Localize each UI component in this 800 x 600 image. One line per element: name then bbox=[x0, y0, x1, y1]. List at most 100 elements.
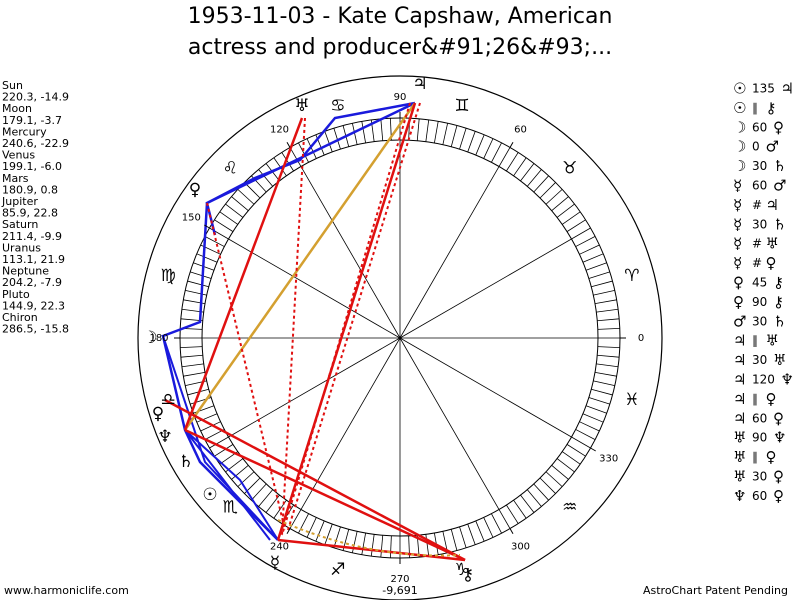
degree-tick bbox=[286, 142, 291, 148]
hatch bbox=[209, 227, 229, 240]
aspect-planet-a: ☽ bbox=[733, 138, 746, 156]
aspect-type: ∥ bbox=[752, 450, 758, 464]
degree-label: 240 bbox=[270, 542, 289, 553]
aspect-type: 90 bbox=[752, 295, 767, 309]
hatch bbox=[370, 534, 375, 557]
hatch bbox=[579, 421, 600, 432]
degree-label: 150 bbox=[182, 213, 201, 224]
hatch bbox=[561, 451, 581, 465]
hatch bbox=[520, 163, 535, 182]
title: 1953-11-03 - Kate Capshaw, American bbox=[188, 4, 613, 29]
aspect-planet-b: ♃ bbox=[766, 196, 779, 214]
aspect-planet-a: ♆ bbox=[733, 487, 746, 505]
hatch bbox=[333, 128, 341, 150]
spoke bbox=[228, 238, 401, 339]
aspect-type: # bbox=[752, 198, 762, 212]
planet-name: Jupiter bbox=[1, 195, 38, 208]
planet-glyph: ♀ bbox=[152, 404, 164, 424]
zodiac-sign: ♈ bbox=[624, 266, 639, 286]
planet-name: Mars bbox=[2, 172, 29, 185]
spoke bbox=[300, 166, 401, 339]
outer-circle bbox=[137, 75, 663, 600]
hatch bbox=[520, 494, 535, 513]
hatch bbox=[588, 397, 610, 405]
planet-coords: 180.9, 0.8 bbox=[2, 183, 58, 196]
degree-tick bbox=[509, 142, 514, 148]
aspect-planet-a: ☿ bbox=[733, 196, 742, 214]
spoke bbox=[399, 337, 572, 438]
aspect-planet-a: ♅ bbox=[733, 448, 746, 466]
planet-glyph: ⚷ bbox=[462, 565, 474, 585]
hatch bbox=[450, 529, 458, 551]
zodiac-sign: ♏ bbox=[223, 498, 238, 518]
aspect-planet-b: ♄ bbox=[773, 215, 786, 233]
aspect-planet-a: ☽ bbox=[733, 118, 746, 136]
aspect-planet-a: ♅ bbox=[733, 468, 746, 486]
aspect-planet-b: ♀ bbox=[773, 487, 784, 505]
hatch bbox=[498, 147, 511, 167]
hatch bbox=[539, 182, 556, 199]
zodiac-sign: ♑ bbox=[454, 560, 469, 580]
aspect-type: # bbox=[752, 237, 762, 251]
hatch bbox=[209, 436, 229, 449]
zodiac-sign: ♉ bbox=[562, 158, 577, 178]
aspect-planet-b: ♂ bbox=[766, 138, 779, 156]
aspect-planet-a: ☿ bbox=[733, 235, 742, 253]
hatch bbox=[214, 444, 234, 457]
aspect-planet-b: ♅ bbox=[773, 351, 786, 369]
planet-coords: 199.1, -6.0 bbox=[2, 160, 62, 173]
hatch bbox=[475, 134, 485, 156]
aspect-line bbox=[287, 102, 421, 531]
planet-coords: 211.4, -9.9 bbox=[2, 230, 62, 243]
planet-glyph: ♄ bbox=[178, 452, 193, 472]
hatch bbox=[204, 236, 225, 247]
hatch bbox=[594, 371, 617, 377]
footer-left: www.harmoniclife.com bbox=[4, 584, 129, 597]
degree-label: 90 bbox=[394, 92, 407, 103]
hatch bbox=[231, 464, 249, 480]
planet-name: Neptune bbox=[2, 265, 49, 278]
aspect-planet-b: ⚷ bbox=[773, 274, 784, 292]
hatch bbox=[333, 526, 341, 548]
hatch bbox=[219, 211, 239, 225]
hatch bbox=[380, 535, 384, 558]
hatch bbox=[483, 138, 494, 159]
planet-name: Mercury bbox=[2, 125, 47, 138]
aspect-type: ∥ bbox=[752, 392, 758, 406]
hatch bbox=[533, 483, 549, 501]
hatch bbox=[196, 253, 218, 263]
zodiac-sign: ♓ bbox=[624, 390, 639, 410]
aspect-planet-a: ♃ bbox=[733, 390, 746, 408]
hatch bbox=[351, 123, 358, 145]
zodiac-sign: ♎ bbox=[161, 390, 176, 410]
hatch bbox=[566, 444, 586, 457]
planet-glyph: ♃ bbox=[412, 74, 427, 94]
ring-hatch bbox=[180, 118, 620, 558]
hatch bbox=[190, 271, 212, 279]
aspect-planet-a: ♂ bbox=[733, 312, 746, 330]
aspect-lines bbox=[161, 101, 466, 562]
hatch bbox=[237, 471, 255, 487]
hatch bbox=[450, 125, 458, 147]
aspect-planet-a: ♃ bbox=[733, 409, 746, 427]
hatch bbox=[196, 413, 218, 423]
aspect-planet-a: ♃ bbox=[733, 332, 746, 350]
aspect-planet-b: ♀ bbox=[766, 390, 777, 408]
aspect-line bbox=[276, 102, 417, 541]
hatch bbox=[582, 413, 604, 423]
hatch bbox=[306, 517, 317, 538]
aspect-line bbox=[205, 101, 416, 236]
aspect-planet-b: ♀ bbox=[766, 254, 777, 272]
aspect-line bbox=[277, 519, 461, 557]
planet-coords: 204.2, -7.9 bbox=[2, 276, 62, 289]
hatch bbox=[459, 526, 467, 548]
hatch bbox=[425, 534, 430, 557]
hatch bbox=[526, 489, 542, 507]
hatch bbox=[467, 523, 476, 545]
hatch bbox=[539, 477, 556, 494]
aspect-type: 45 bbox=[752, 276, 767, 290]
zodiac-sign: ♋ bbox=[330, 96, 345, 116]
hatch bbox=[591, 388, 613, 396]
hatch bbox=[561, 211, 581, 225]
aspect-planet-a: ♀ bbox=[733, 274, 744, 292]
